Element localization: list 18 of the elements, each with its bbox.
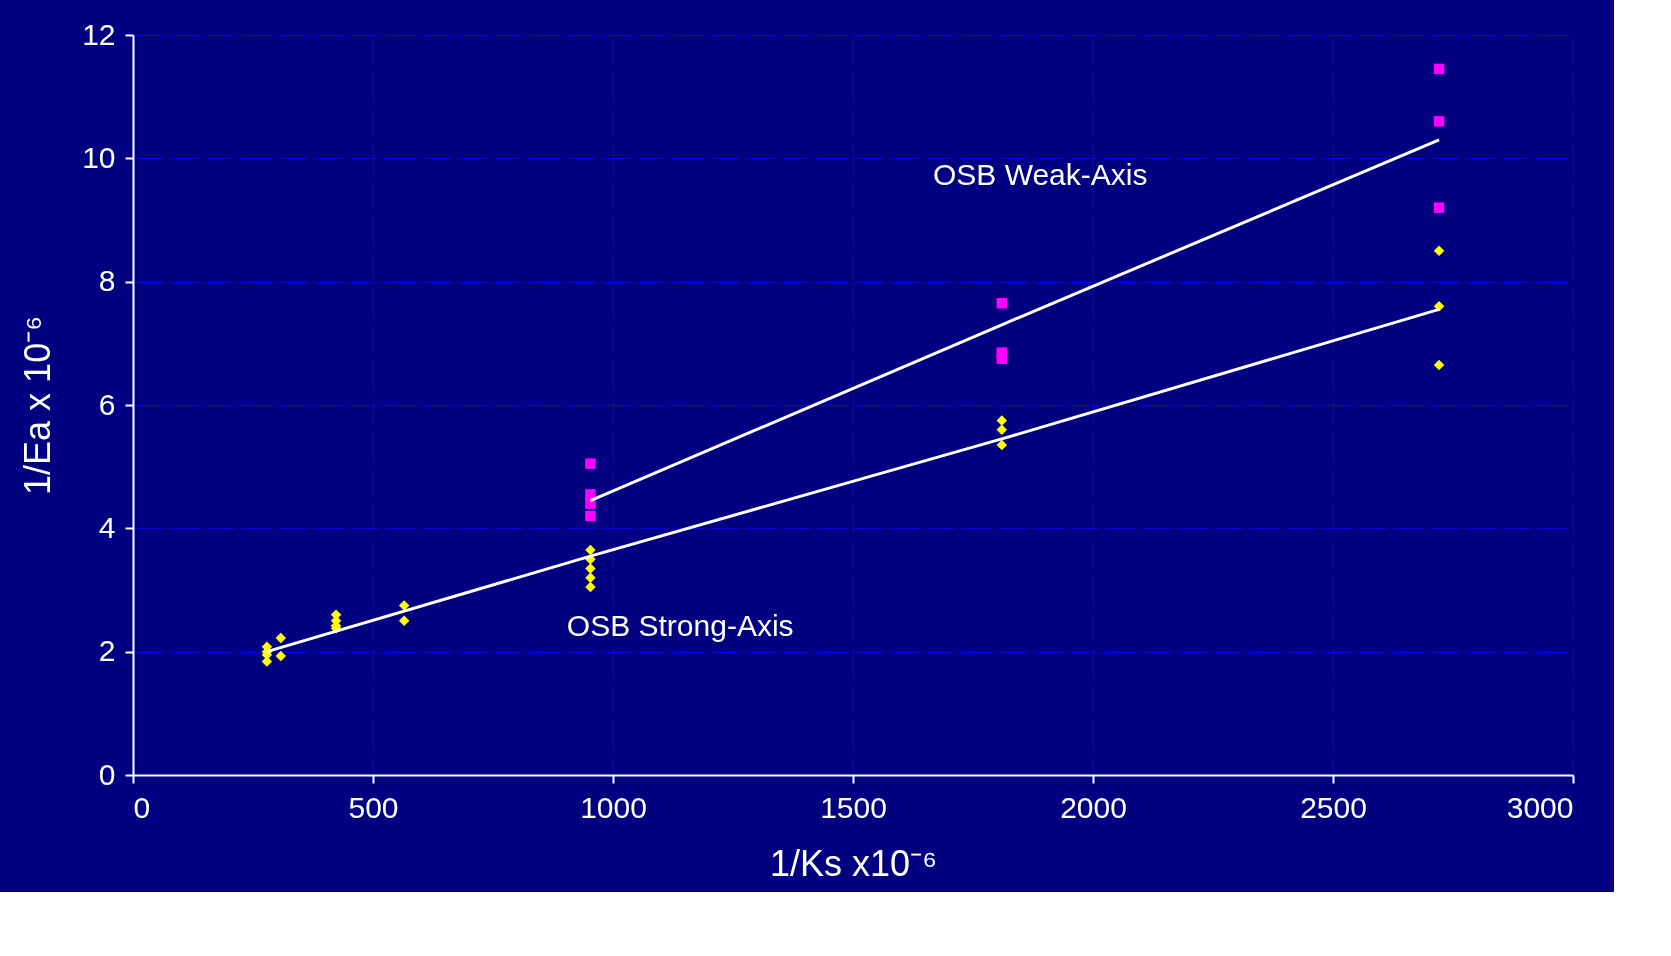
x-tick-label: 2500 bbox=[1300, 790, 1367, 824]
y-tick-label: 6 bbox=[98, 387, 116, 421]
y-tick-label: 10 bbox=[82, 140, 116, 174]
x-axis-title: 1/Ks x10⁻⁶ bbox=[770, 842, 937, 884]
x-tick-label: 1500 bbox=[820, 790, 887, 824]
y-tick-label: 4 bbox=[98, 510, 116, 544]
annotation: OSB Weak-Axis bbox=[932, 157, 1148, 191]
y-tick-label: 12 bbox=[82, 17, 116, 51]
x-tick-label: 500 bbox=[348, 790, 399, 824]
x-tick-label: 3000 bbox=[1506, 790, 1574, 824]
x-tick-label: 1000 bbox=[580, 790, 647, 824]
y-axis-title: 1/Ea x 10⁻⁶ bbox=[17, 316, 59, 495]
x-tick-label: 2000 bbox=[1060, 790, 1127, 824]
annotation: OSB Strong-Axis bbox=[566, 609, 794, 642]
x-tick-label: 0 bbox=[133, 790, 151, 824]
y-tick-label: 2 bbox=[98, 634, 116, 668]
y-tick-label: 0 bbox=[98, 757, 116, 791]
y-tick-label: 8 bbox=[98, 264, 116, 298]
